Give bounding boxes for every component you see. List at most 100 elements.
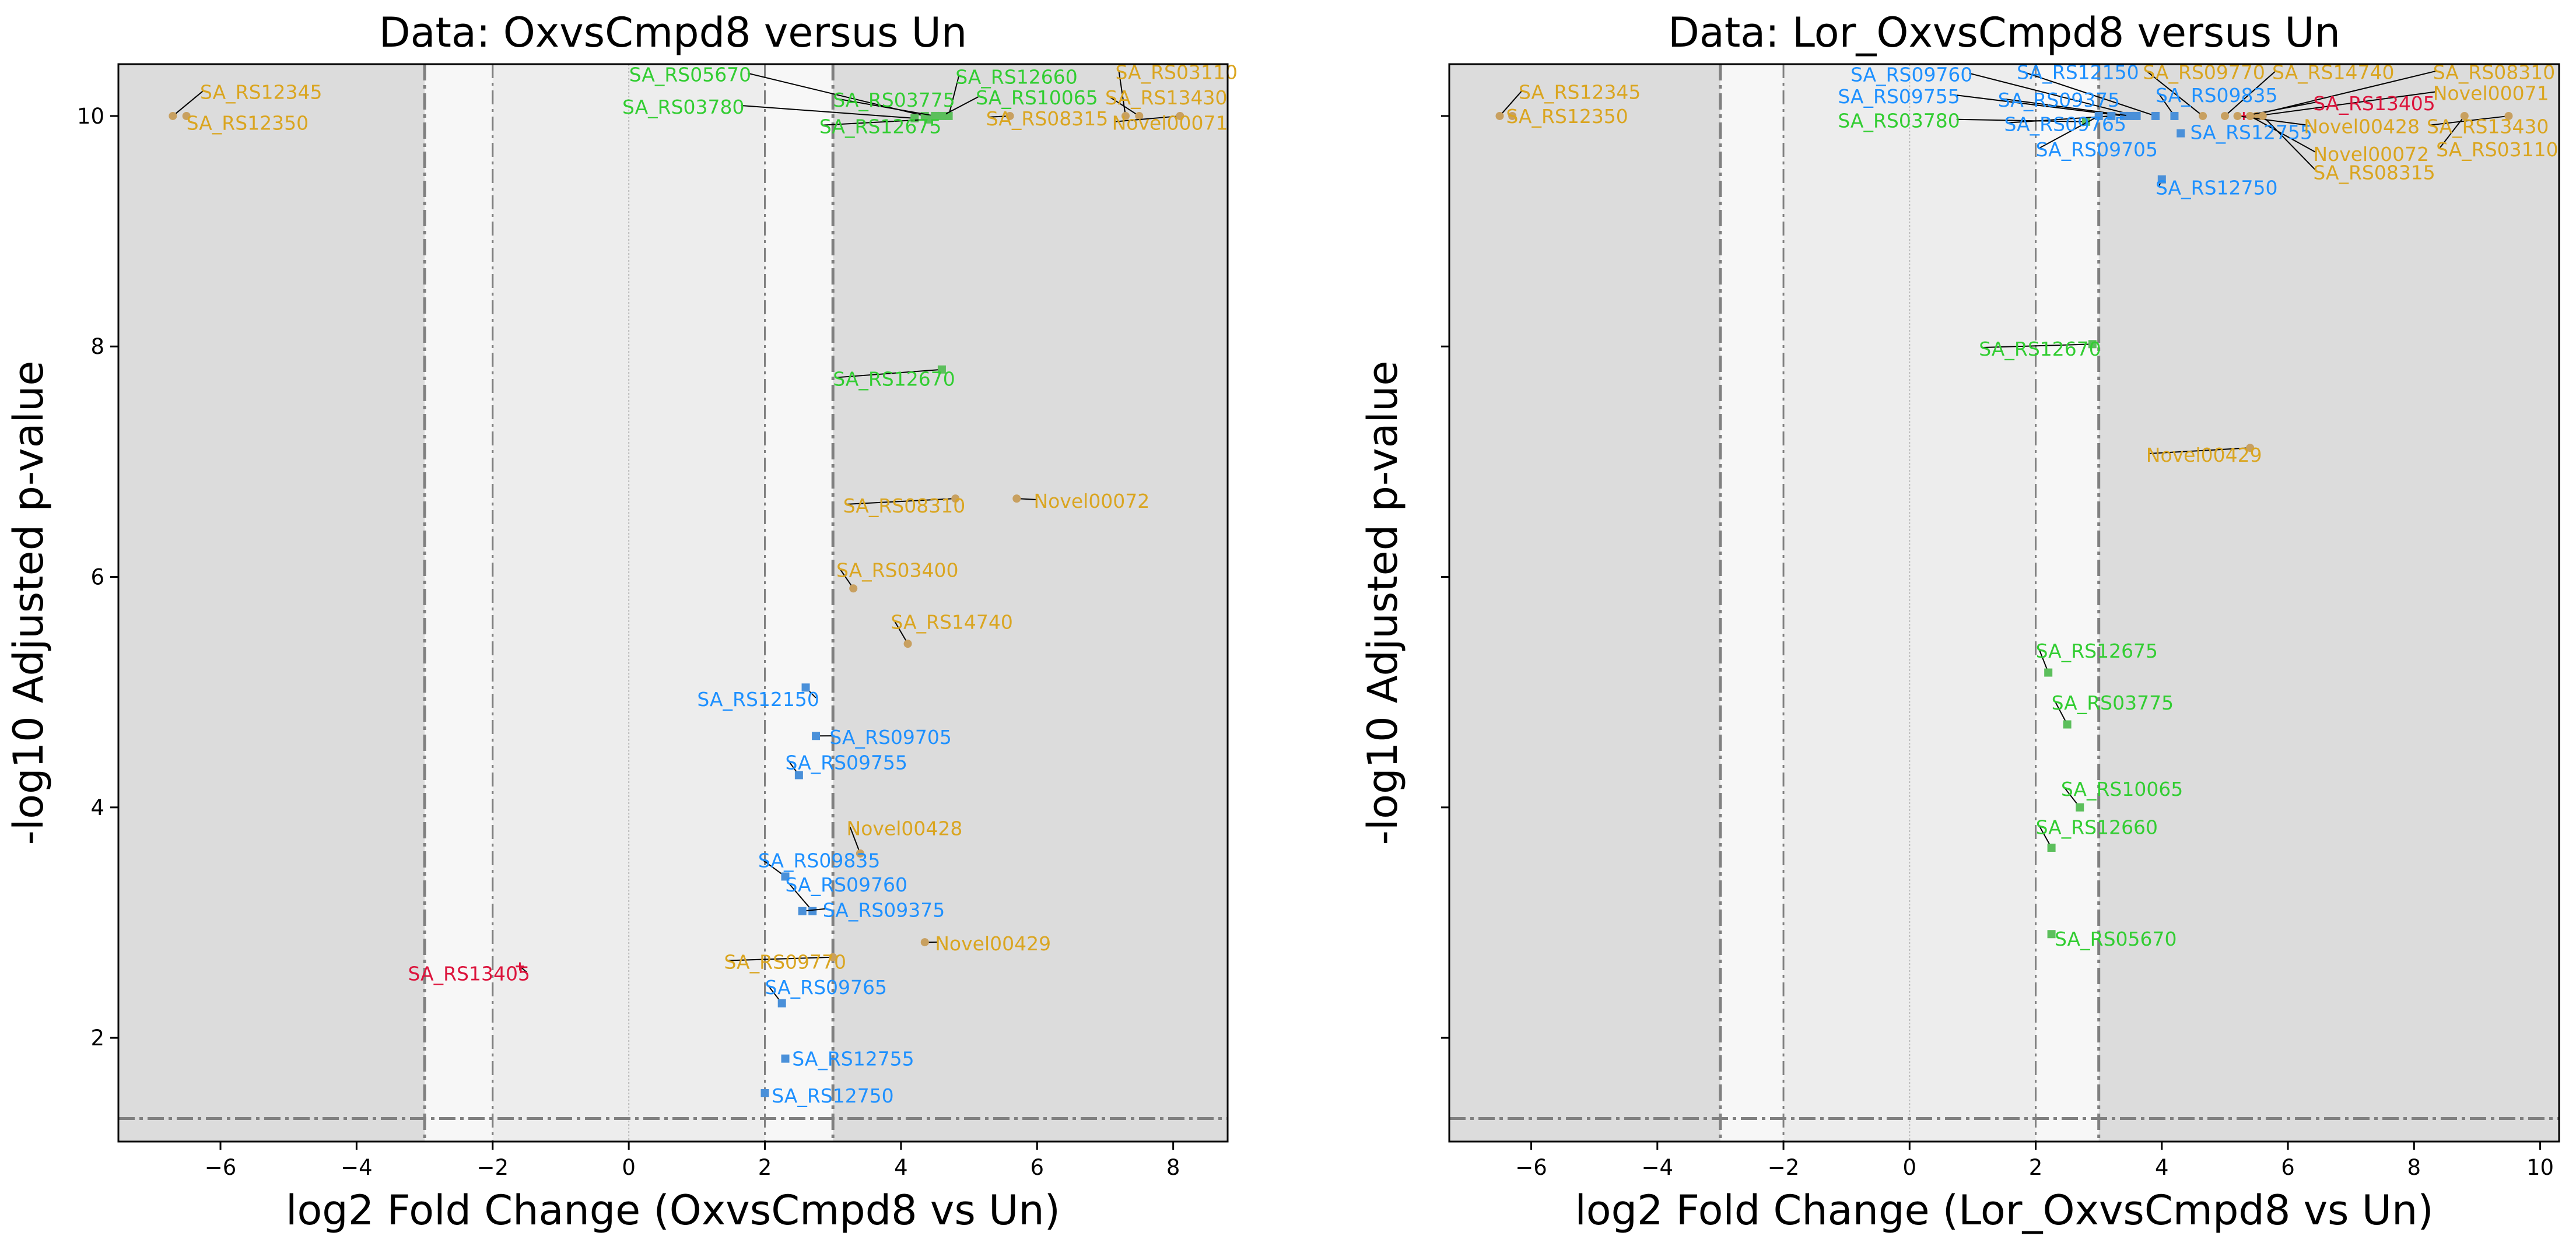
chart-title: Data: OxvsCmpd8 versus Un <box>379 9 968 57</box>
x-tick-label: 4 <box>2155 1155 2169 1180</box>
x-tick-label: 0 <box>1903 1155 1917 1180</box>
x-tick-label: 4 <box>894 1155 908 1180</box>
data-point <box>921 938 929 946</box>
x-axis-label: log2 Fold Change (Lor_OxvsCmpd8 vs Un) <box>1575 1186 2433 1234</box>
data-point <box>2199 112 2207 120</box>
x-tick-label: 0 <box>622 1155 636 1180</box>
point-label: SA_RS10065 <box>976 86 1098 109</box>
point-label: SA_RS12670 <box>1979 338 2101 360</box>
plot-area <box>1449 64 2559 1142</box>
data-point <box>761 1089 769 1097</box>
chart-right: SA_RS12345SA_RS12350SA_RS09760SA_RS09755… <box>1359 9 2559 1234</box>
data-point <box>2126 112 2135 120</box>
point-label: SA_RS12150 <box>697 688 819 711</box>
data-point <box>778 999 786 1007</box>
point-label: SA_RS05670 <box>629 64 752 86</box>
point-label: SA_RS10065 <box>2061 778 2184 800</box>
y-tick-label: 2 <box>90 1026 104 1051</box>
point-label: SA_RS12660 <box>2036 816 2158 838</box>
point-label: SA_RS13430 <box>1105 86 1228 109</box>
x-tick-label: −6 <box>1515 1155 1547 1180</box>
x-tick-label: −2 <box>477 1155 509 1180</box>
point-label: SA_RS09705 <box>2036 138 2158 161</box>
point-label: SA_RS09765 <box>2004 113 2127 136</box>
y-tick-label: 6 <box>90 565 104 590</box>
y-tick-label: 8 <box>90 334 104 359</box>
x-axis-label: log2 Fold Change (OxvsCmpd8 vs Un) <box>286 1186 1060 1234</box>
point-label: Novel00429 <box>935 932 1051 955</box>
point-label: Novel00071 <box>1112 112 1228 135</box>
y-axis-label: -log10 Adjusted p-value <box>5 361 52 845</box>
data-point <box>2177 129 2185 138</box>
x-tick-label: −4 <box>1642 1155 1674 1180</box>
point-label: SA_RS13405 <box>408 962 530 985</box>
point-label: SA_RS12675 <box>2036 640 2158 662</box>
point-label: SA_RS08310 <box>843 494 966 517</box>
data-point <box>812 732 820 740</box>
x-tick-label: 6 <box>1031 1155 1045 1180</box>
data-point <box>2259 112 2267 120</box>
x-tick-label: 2 <box>2029 1155 2043 1180</box>
point-label: Novel00429 <box>2146 444 2262 466</box>
data-point <box>169 112 177 120</box>
x-tick-label: 8 <box>2407 1155 2421 1180</box>
chart-left: SA_RS12345 SA_RS12350 SA_RS05670 SA_RS03780… <box>5 9 1238 1234</box>
point-label: Novel00071 <box>2433 82 2549 104</box>
data-point <box>849 584 857 592</box>
x-tick-label: −4 <box>341 1155 373 1180</box>
point-label: Novel00428 <box>847 817 963 840</box>
data-point <box>798 907 807 915</box>
data-point <box>2044 669 2052 677</box>
point-label: SA_RS12670 <box>833 367 955 390</box>
point-label: SA_RS12750 <box>2156 176 2278 199</box>
data-point <box>808 907 816 915</box>
point-label: SA_RS03780 <box>622 96 745 118</box>
point-label: SA_RS05670 <box>2055 928 2177 950</box>
x-tick-label: 2 <box>758 1155 772 1180</box>
point-label: SA_RS03775 <box>833 89 955 111</box>
point-label: SA_RS12660 <box>955 66 1078 89</box>
point-label: SA_RS12350 <box>187 112 309 135</box>
plot-area <box>118 64 1228 1142</box>
point-label: SA_RS03780 <box>1838 110 1960 132</box>
point-label: SA_RS03775 <box>2052 691 2174 714</box>
data-point <box>2170 112 2178 120</box>
data-point <box>1496 112 1504 120</box>
point-label: SA_RS03400 <box>836 559 959 582</box>
point-label: SA_RS08315 <box>986 107 1109 130</box>
point-label: SA_RS09760 <box>786 873 908 896</box>
y-tick-label: 10 <box>77 104 104 129</box>
point-label: SA_RS12345 <box>200 80 323 103</box>
point-label: SA_RS12675 <box>819 115 942 138</box>
point-label: SA_RS12350 <box>1506 105 1628 128</box>
x-tick-label: −6 <box>205 1155 237 1180</box>
x-tick-label: −2 <box>1768 1155 1800 1180</box>
point-label: SA_RS14740 <box>891 610 1013 633</box>
data-point <box>2234 112 2242 120</box>
point-label: Novel00428 <box>2304 115 2420 138</box>
point-label: SA_RS13405 <box>2313 92 2435 115</box>
point-label: SA_RS12750 <box>772 1084 894 1107</box>
point-label: SA_RS08315 <box>2313 161 2435 184</box>
data-point <box>904 640 912 648</box>
point-label: SA_RS09770 <box>724 951 847 974</box>
y-tick-label: 4 <box>90 795 104 820</box>
point-label: SA_RS09375 <box>823 899 945 922</box>
data-point <box>2076 803 2084 812</box>
point-label: SA_RS09755 <box>786 752 908 774</box>
data-point <box>2048 844 2056 852</box>
y-axis-label: -log10 Adjusted p-value <box>1359 361 1407 845</box>
point-label: SA_RS09705 <box>829 726 952 749</box>
point-label: SA_RS09375 <box>1998 89 2121 111</box>
x-tick-label: 8 <box>1166 1155 1180 1180</box>
point-label: Novel00072 <box>1033 490 1149 512</box>
chart-title: Data: Lor_OxvsCmpd8 versus Un <box>1668 9 2340 57</box>
data-point <box>2063 721 2072 729</box>
data-point <box>2151 112 2160 120</box>
point-label: SA_RS03110 <box>2436 138 2559 161</box>
point-label: SA_RS09835 <box>758 849 881 872</box>
point-label: SA_RS13430 <box>2427 115 2549 138</box>
data-point <box>2221 112 2229 120</box>
